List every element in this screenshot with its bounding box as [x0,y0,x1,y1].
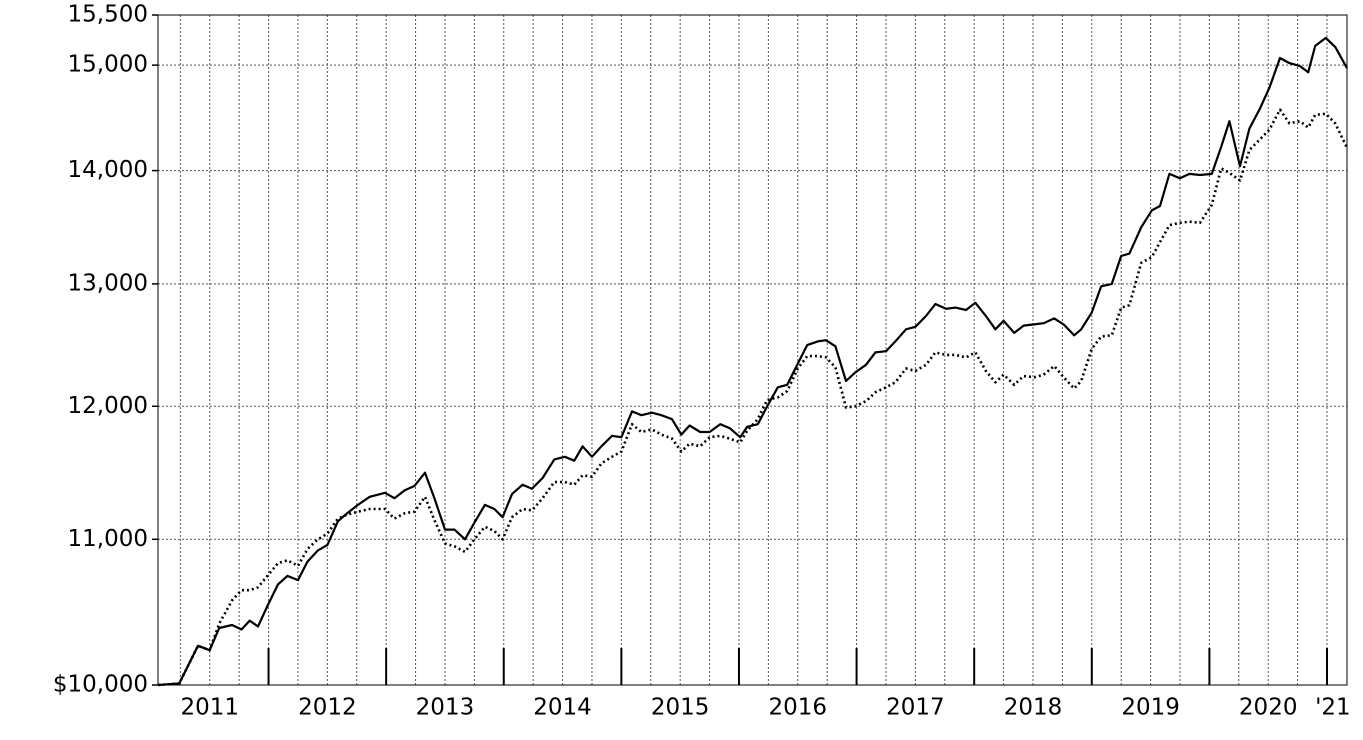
x-tick-label: 2015 [651,695,710,721]
x-tick-label: 2018 [1004,695,1063,721]
series-line [157,36,1348,687]
y-tick-label: 15,000 [68,52,148,78]
x-tick-label: 2016 [769,695,828,721]
x-tick-label: 2019 [1121,695,1180,721]
y-tick-label: 12,000 [68,393,148,419]
y-tick-label: 15,500 [68,2,148,28]
plot-frame [157,14,1348,686]
x-tick-label: 2014 [533,695,592,721]
x-tick-label: 2012 [298,695,357,721]
series-line [157,108,1349,687]
y-tick-label: 14,000 [68,157,148,183]
y-tick-label: 13,000 [68,270,148,296]
x-tick-label: 2020 [1239,695,1298,721]
y-tick-label: 11,000 [68,526,148,552]
x-tick-label: 2017 [886,695,945,721]
x-tick-label: 2011 [180,695,239,721]
x-tick-label: 2013 [416,695,475,721]
x-tick-label: '21 [1315,695,1351,721]
y-tick-label: $10,000 [53,672,148,698]
